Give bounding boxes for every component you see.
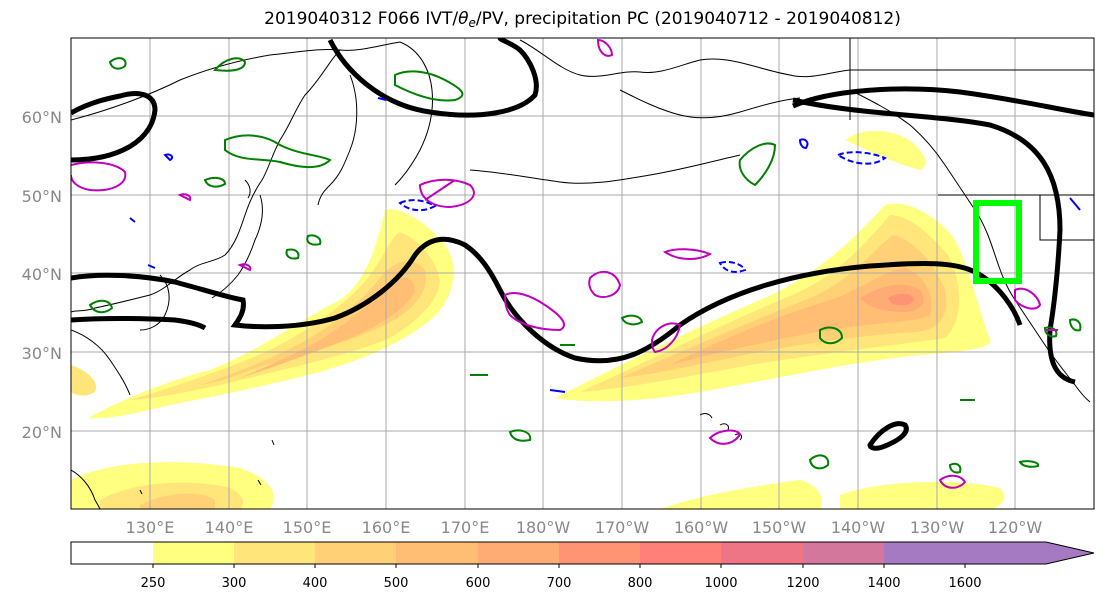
lon-label: 150°E: [283, 518, 332, 537]
chart-title: 2019040312 F066 IVT/θe/PV, precipitation…: [0, 9, 1105, 30]
colorbar-extension: [965, 542, 1094, 564]
colorbar-tick-label: 600: [466, 576, 491, 591]
colorbar-segment: [803, 542, 884, 564]
title-theta-subscript: e: [468, 16, 476, 30]
lat-label: 40°N: [22, 265, 62, 284]
colorbar-segment: [478, 542, 559, 564]
colorbar-tick-label: 1200: [786, 576, 819, 591]
lon-label: 120°W: [988, 518, 1043, 537]
colorbar-tick-label: 300: [222, 576, 247, 591]
title-prefix: 2019040312 F066 IVT/: [264, 9, 459, 29]
colorbar-outline: [70, 541, 1095, 565]
colorbar-segment: [884, 542, 965, 564]
title-theta: θ: [458, 9, 469, 29]
colorbar-segment: [640, 542, 721, 564]
lon-label: 160°W: [674, 518, 729, 537]
lon-label: 140°E: [205, 518, 254, 537]
colorbar-segment: [234, 542, 315, 564]
colorbar-tick-label: 1600: [948, 576, 981, 591]
lat-label: 30°N: [22, 344, 62, 363]
longitude-labels: 130°E 140°E 150°E 160°E 170°E 180°W 170°…: [126, 518, 1043, 537]
graticule: [71, 38, 1094, 509]
colorbar-tick-label: 400: [303, 576, 328, 591]
colorbar-segment: [721, 542, 803, 564]
pv-contours-green: [88, 57, 1082, 474]
pv-contours-blue: [129, 97, 1081, 393]
colorbar: 250 300 400 500 600 700 800 1000 1200 14…: [70, 541, 1095, 591]
pv-contours-magenta: [71, 38, 1058, 489]
lon-label: 150°W: [752, 518, 807, 537]
lon-label: 130°W: [910, 518, 965, 537]
colorbar-segment: [396, 542, 478, 564]
colorbar-segment: [559, 542, 640, 564]
lon-label: 140°W: [831, 518, 886, 537]
colorbar-segment: [153, 542, 234, 564]
lon-label: 130°E: [126, 518, 175, 537]
colorbar-tick-label: 250: [141, 576, 166, 591]
map-frame: [70, 37, 1095, 510]
lat-label: 50°N: [22, 187, 62, 206]
lat-label: 60°N: [22, 108, 62, 127]
lon-label: 180°W: [516, 518, 571, 537]
lat-label: 20°N: [22, 423, 62, 442]
coastlines: [71, 38, 1094, 509]
title-suffix: /PV, precipitation PC (2019040712 - 2019…: [475, 9, 901, 29]
ivt-shading: [71, 130, 1005, 509]
colorbar-segment: [71, 542, 153, 564]
precip-region-box: [973, 200, 1022, 284]
lon-label: 170°W: [595, 518, 650, 537]
colorbar-tick-label: 1400: [867, 576, 900, 591]
colorbar-tick-label: 500: [384, 576, 409, 591]
latitude-labels: 20°N 30°N 40°N 50°N 60°N: [22, 108, 62, 442]
colorbar-tick-label: 1000: [704, 576, 737, 591]
colorbar-tick-label: 700: [547, 576, 572, 591]
lon-label: 160°E: [362, 518, 411, 537]
colorbar-segment: [315, 542, 396, 564]
colorbar-tick-label: 800: [628, 576, 653, 591]
lon-label: 170°E: [441, 518, 490, 537]
